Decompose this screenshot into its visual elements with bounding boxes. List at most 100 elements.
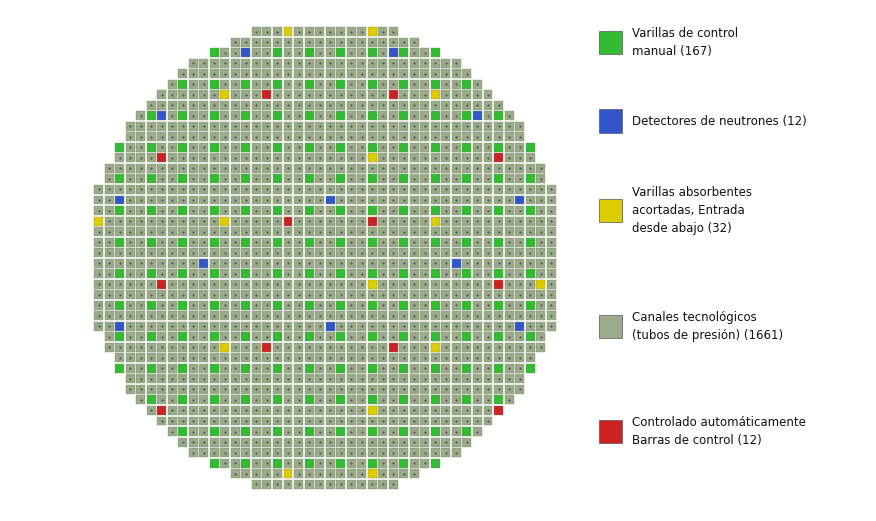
FancyBboxPatch shape: [200, 132, 208, 141]
FancyBboxPatch shape: [168, 227, 177, 236]
FancyBboxPatch shape: [294, 469, 303, 478]
FancyBboxPatch shape: [431, 143, 440, 152]
FancyBboxPatch shape: [252, 27, 261, 36]
FancyBboxPatch shape: [431, 132, 440, 141]
FancyBboxPatch shape: [494, 322, 503, 331]
FancyBboxPatch shape: [189, 416, 198, 426]
FancyBboxPatch shape: [94, 290, 103, 299]
FancyBboxPatch shape: [200, 217, 208, 226]
FancyBboxPatch shape: [526, 290, 534, 299]
FancyBboxPatch shape: [273, 375, 282, 383]
FancyBboxPatch shape: [473, 164, 482, 173]
FancyBboxPatch shape: [284, 143, 293, 152]
FancyBboxPatch shape: [294, 364, 303, 373]
FancyBboxPatch shape: [189, 395, 198, 404]
FancyBboxPatch shape: [221, 258, 230, 268]
FancyBboxPatch shape: [452, 143, 461, 152]
FancyBboxPatch shape: [473, 132, 482, 141]
FancyBboxPatch shape: [389, 301, 398, 309]
FancyBboxPatch shape: [231, 48, 240, 57]
FancyBboxPatch shape: [315, 48, 324, 57]
FancyBboxPatch shape: [168, 385, 177, 394]
FancyBboxPatch shape: [515, 217, 524, 226]
FancyBboxPatch shape: [210, 290, 219, 299]
FancyBboxPatch shape: [200, 353, 208, 362]
FancyBboxPatch shape: [273, 469, 282, 478]
FancyBboxPatch shape: [94, 217, 103, 226]
FancyBboxPatch shape: [378, 80, 387, 89]
FancyBboxPatch shape: [157, 416, 166, 426]
FancyBboxPatch shape: [210, 332, 219, 341]
FancyBboxPatch shape: [378, 206, 387, 215]
FancyBboxPatch shape: [305, 438, 314, 446]
FancyBboxPatch shape: [399, 416, 408, 426]
FancyBboxPatch shape: [347, 406, 356, 415]
FancyBboxPatch shape: [473, 195, 482, 204]
FancyBboxPatch shape: [357, 227, 366, 236]
FancyBboxPatch shape: [168, 164, 177, 173]
FancyBboxPatch shape: [294, 227, 303, 236]
FancyBboxPatch shape: [294, 90, 303, 99]
FancyBboxPatch shape: [357, 375, 366, 383]
FancyBboxPatch shape: [104, 343, 114, 352]
FancyBboxPatch shape: [242, 364, 251, 373]
FancyBboxPatch shape: [378, 301, 387, 309]
FancyBboxPatch shape: [326, 248, 335, 257]
FancyBboxPatch shape: [263, 27, 272, 36]
FancyBboxPatch shape: [189, 269, 198, 278]
FancyBboxPatch shape: [284, 238, 293, 246]
FancyBboxPatch shape: [336, 301, 345, 309]
FancyBboxPatch shape: [125, 227, 135, 236]
FancyBboxPatch shape: [200, 395, 208, 404]
FancyBboxPatch shape: [526, 143, 534, 152]
FancyBboxPatch shape: [115, 322, 124, 331]
FancyBboxPatch shape: [284, 248, 293, 257]
FancyBboxPatch shape: [494, 364, 503, 373]
FancyBboxPatch shape: [305, 448, 314, 457]
FancyBboxPatch shape: [263, 59, 272, 68]
FancyBboxPatch shape: [484, 195, 492, 204]
FancyBboxPatch shape: [231, 206, 240, 215]
FancyBboxPatch shape: [526, 238, 534, 246]
FancyBboxPatch shape: [452, 175, 461, 183]
FancyBboxPatch shape: [189, 122, 198, 131]
FancyBboxPatch shape: [399, 111, 408, 120]
FancyBboxPatch shape: [305, 364, 314, 373]
FancyBboxPatch shape: [399, 258, 408, 268]
FancyBboxPatch shape: [157, 385, 166, 394]
FancyBboxPatch shape: [179, 80, 187, 89]
FancyBboxPatch shape: [547, 280, 555, 289]
FancyBboxPatch shape: [494, 195, 503, 204]
FancyBboxPatch shape: [94, 227, 103, 236]
FancyBboxPatch shape: [357, 406, 366, 415]
FancyBboxPatch shape: [357, 438, 366, 446]
FancyBboxPatch shape: [252, 395, 261, 404]
FancyBboxPatch shape: [252, 164, 261, 173]
FancyBboxPatch shape: [452, 217, 461, 226]
FancyBboxPatch shape: [378, 217, 387, 226]
FancyBboxPatch shape: [179, 164, 187, 173]
FancyBboxPatch shape: [357, 59, 366, 68]
FancyBboxPatch shape: [221, 353, 230, 362]
FancyBboxPatch shape: [442, 59, 450, 68]
FancyBboxPatch shape: [378, 27, 387, 36]
FancyBboxPatch shape: [463, 438, 471, 446]
FancyBboxPatch shape: [273, 227, 282, 236]
FancyBboxPatch shape: [115, 248, 124, 257]
FancyBboxPatch shape: [378, 90, 387, 99]
FancyBboxPatch shape: [294, 395, 303, 404]
FancyBboxPatch shape: [515, 153, 524, 163]
FancyBboxPatch shape: [305, 311, 314, 320]
FancyBboxPatch shape: [252, 280, 261, 289]
FancyBboxPatch shape: [221, 322, 230, 331]
FancyBboxPatch shape: [347, 385, 356, 394]
FancyBboxPatch shape: [399, 227, 408, 236]
FancyBboxPatch shape: [284, 185, 293, 194]
FancyBboxPatch shape: [484, 90, 492, 99]
FancyBboxPatch shape: [536, 343, 545, 352]
FancyBboxPatch shape: [294, 269, 303, 278]
FancyBboxPatch shape: [410, 175, 419, 183]
FancyBboxPatch shape: [189, 111, 198, 120]
FancyBboxPatch shape: [284, 364, 293, 373]
FancyBboxPatch shape: [463, 132, 471, 141]
